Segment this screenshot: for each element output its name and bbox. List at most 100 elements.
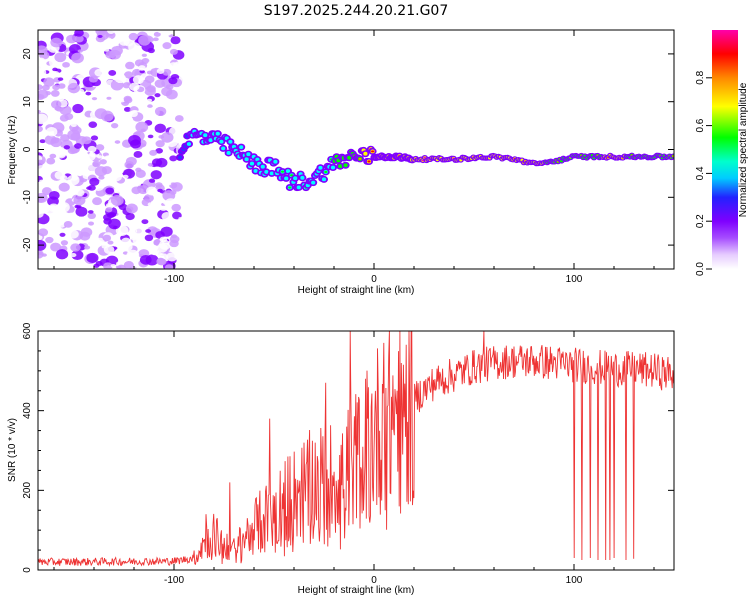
spectrogram-ytick-label: 20 [22, 48, 33, 60]
spectrogram-noise-blob [123, 95, 132, 102]
spectrogram-noise-blob [101, 166, 112, 175]
spectrogram-noise-blob [150, 249, 159, 256]
spectrogram-noise-blob [87, 210, 94, 214]
spectrogram-noise-blob [188, 193, 193, 197]
spectrogram-noise-blob [122, 174, 129, 179]
spectrogram-track-peak [371, 150, 375, 153]
spectrogram-noise-blob [48, 190, 60, 200]
spectrogram-noise-blob [123, 190, 130, 195]
spectrogram-noise-blob [98, 175, 105, 180]
spectrogram-noise-blob [55, 150, 67, 159]
spectrogram-noise-blob [211, 242, 216, 247]
spectrogram-noise-blob [144, 75, 155, 84]
spectrogram-noise-blob [38, 209, 44, 218]
spectrogram-noise-blob [88, 121, 98, 128]
spectrogram-noise-blob [117, 210, 124, 216]
spectrogram-noise-blob [106, 96, 112, 100]
spectrogram-noise-blob [123, 261, 134, 269]
spectrogram-noise-blob [146, 85, 156, 93]
spectrogram-noise-blob [169, 155, 178, 162]
spectrogram-noise-blob [67, 147, 77, 155]
colorbar-tick-label: 0.0 [695, 262, 706, 276]
spectrogram-track-point [343, 163, 348, 168]
spectrogram-noise-blob [62, 61, 70, 68]
spectrogram-noise-blob [159, 236, 168, 243]
spectrogram-xtick-label: 0 [371, 274, 377, 285]
snr-panel: -100 0 100 0 200 400 600 Height of straight li… [7, 322, 675, 596]
spectrogram-noise-blob [110, 123, 119, 129]
spectrogram-track-peak [367, 160, 371, 163]
spectrogram-track-point [186, 142, 192, 146]
spectrogram-track-point [363, 151, 368, 156]
spectrogram-noise-blob [52, 67, 58, 72]
spectrogram-noise-blob [74, 30, 84, 37]
spectrogram-noise-blob [110, 263, 117, 268]
spectrogram-noise-blob [143, 194, 154, 203]
spectrogram-noise-blob [86, 252, 99, 264]
snr-xtick-label: 100 [566, 575, 583, 586]
spectrogram-track-point [208, 138, 213, 143]
spectrogram-noise-blob [46, 263, 60, 269]
spectrogram-track-point [338, 164, 343, 169]
colorbar: 0.0 0.2 0.4 0.6 0.8 Normalized spectral ampl… [695, 30, 749, 276]
snr-ytick-label: 200 [22, 482, 33, 499]
spectrogram-noise-blob [58, 182, 70, 192]
spectrogram-noise-blob [156, 68, 165, 75]
spectrogram-track-point [330, 165, 336, 170]
spectrogram-noise-blob [125, 61, 135, 70]
spectrogram-track-point [296, 185, 301, 190]
spectrogram-noise-blob [38, 45, 48, 56]
spectrogram-noise-blob [126, 249, 140, 261]
spectrogram-noise-blob [38, 109, 41, 114]
spectrogram-noise-blob [70, 132, 81, 141]
spectrogram-noise-blob [93, 263, 100, 268]
spectrogram-noise-blob [95, 237, 105, 246]
spectrogram-track-peak [281, 170, 285, 173]
spectrogram-track-peak [239, 146, 243, 149]
spectrogram-track-peak [288, 186, 292, 189]
spectrogram-noise-blob [60, 240, 69, 246]
spectrogram-noise-blob [107, 240, 114, 245]
spectrogram-noise-blob [220, 97, 225, 102]
spectrogram-noise-blob [169, 190, 177, 195]
spectrogram-noise-blob [201, 254, 206, 258]
colorbar-label: Normalized spectral amplitude [738, 82, 749, 217]
spectrogram-noise-blob [39, 139, 46, 144]
spectrogram-track-peak [423, 156, 426, 159]
spectrogram-noise-blob [133, 151, 143, 158]
spectrogram-noise-blob [115, 225, 129, 237]
spectrogram-noise-blob [63, 145, 71, 150]
spectrogram-noise-blob [128, 42, 141, 53]
spectrogram-noise-blob [88, 221, 95, 226]
spectrogram-noise-blob [155, 140, 165, 148]
spectrogram-noise-blob [170, 234, 177, 239]
spectrogram-noise-blob [156, 55, 165, 62]
snr-ylabel: SNR (10 * v/v) [7, 418, 18, 482]
spectrogram-noise-blob [81, 136, 92, 145]
spectrogram-noise-blob [160, 132, 174, 143]
spectrogram-noise-blob [87, 184, 96, 191]
spectrogram-noise-blob [113, 116, 124, 126]
spectrogram-noise-blob [129, 110, 138, 118]
snr-ticks: -100 0 100 0 200 400 600 [22, 322, 674, 586]
spectrogram-noise-blob [166, 252, 178, 262]
spectrogram-noise-blob [114, 140, 121, 144]
spectrogram-noise-blob [53, 237, 60, 242]
spectrogram-noise-blob [87, 212, 96, 220]
spectrogram-noise-blob [116, 264, 126, 269]
spectrogram-noise-blob [146, 98, 153, 102]
spectrogram-noise-blob [146, 186, 158, 196]
spectrogram-noise-blob [161, 211, 173, 221]
spectrogram-noise-blob [154, 123, 166, 133]
spectrogram-track-point [177, 155, 183, 160]
spectrogram-noise-blob [147, 104, 153, 108]
spectrogram-noise-blob [59, 232, 66, 237]
spectrogram-noise-blob [141, 53, 148, 57]
spectrogram-noise-blob [55, 249, 69, 260]
spectrogram-track-peak [270, 172, 274, 175]
spectrogram-noise-blob [95, 144, 105, 151]
spectrogram-noise-blob [105, 50, 116, 59]
spectrogram-noise-blob [231, 191, 236, 196]
spectrogram-ytick-label: -10 [22, 190, 33, 205]
spectrogram-noise-blob [41, 187, 52, 196]
